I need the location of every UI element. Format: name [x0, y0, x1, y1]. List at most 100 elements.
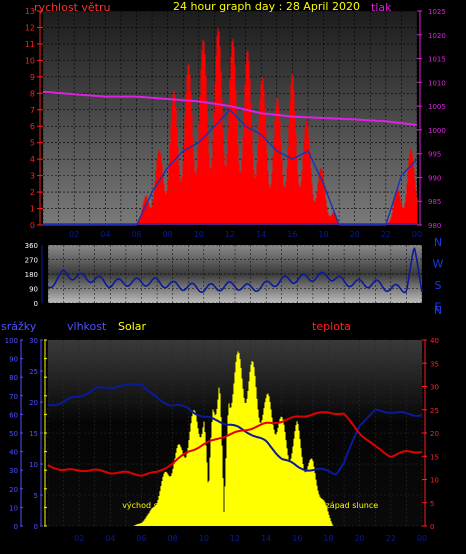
direction-y-tick-label: 360: [25, 242, 38, 250]
top-tick-labels: 02 04 06 08 10 12 14 16 18 20 22 000123456789101112…: [25, 7, 446, 239]
bottom-x-tick-label: 18: [323, 534, 333, 543]
top-panel: 02 04 06 08 10 12 14 16 18 20 22 000123456789101112…: [25, 0, 446, 239]
top-x-tick-label: 00: [412, 230, 422, 239]
wind-y-tick-label: 5: [30, 139, 35, 148]
wind-y-tick-label: 12: [25, 23, 35, 32]
wind-speed-axis-title: rychlost větru: [34, 1, 110, 14]
pressure-y-tick-label: 1025: [428, 8, 446, 16]
top-x-tick-label: 04: [100, 230, 110, 239]
humidity-y-tick-label: 30: [29, 337, 38, 345]
direction-y-tick-label: 270: [25, 257, 38, 265]
top-x-tick-label: 18: [318, 230, 328, 239]
compass-label: E: [435, 301, 442, 314]
pressure-y-tick-label: 1000: [428, 127, 446, 135]
pressure-y-tick-label: 990: [428, 174, 441, 182]
bottom-x-tick-label: 06: [136, 534, 146, 543]
top-x-tick-label: 20: [350, 230, 360, 239]
wind-y-tick-label: 13: [25, 7, 35, 16]
rain-y-tick-label: 100: [5, 337, 18, 345]
wind-y-tick-label: 10: [25, 56, 35, 65]
top-x-tick-label: 02: [69, 230, 79, 239]
wind-y-tick-label: 0: [30, 221, 35, 230]
compass-label: S: [435, 279, 442, 292]
compass-label: N: [434, 304, 442, 317]
temperature-axis-title: teplota: [312, 320, 351, 333]
bottom-x-tick-label: 16: [292, 534, 302, 543]
temperature-y-tick-label: 30: [430, 384, 439, 392]
direction-y-tick-label: 180: [25, 271, 38, 279]
bottom-tick-labels: 02 04 06 08 10 12 14 16 18 20 22 000102030405060708…: [5, 337, 439, 543]
humidity-y-tick-label: 20: [29, 399, 38, 407]
bottom-x-tick-label: 00: [417, 534, 427, 543]
temperature-y-tick-label: 5: [430, 500, 434, 508]
humidity-y-tick-label: 5: [34, 492, 38, 500]
direction-y-tick-label: 0: [34, 300, 38, 308]
bottom-panel: východ slunce západ slunce 02 04 06 08 10 12 14…: [1, 320, 439, 543]
temperature-y-tick-label: 15: [430, 453, 439, 461]
wind-y-tick-label: 6: [30, 122, 35, 131]
wind-y-tick-label: 4: [30, 155, 35, 164]
direction-grid: [47, 244, 423, 304]
pressure-y-tick-label: 1020: [428, 32, 446, 40]
top-x-tick-label: 10: [194, 230, 204, 239]
temperature-y-tick-label: 10: [430, 477, 439, 485]
top-x-tick-label: 06: [131, 230, 141, 239]
bottom-x-tick-label: 20: [355, 534, 365, 543]
bottom-x-tick-label: 12: [230, 534, 240, 543]
sunrise-label: východ slunce: [122, 501, 179, 510]
direction-series: [47, 247, 423, 294]
bottom-x-tick-label: 08: [168, 534, 178, 543]
pressure-y-tick-label: 985: [428, 198, 441, 206]
top-x-tick-label: 08: [163, 230, 173, 239]
pressure-y-tick-label: 1015: [428, 56, 446, 64]
pressure-line: [42, 90, 418, 127]
wind-direction-line: [47, 247, 423, 294]
rain-y-tick-label: 60: [9, 411, 18, 419]
top-x-tick-label: 14: [256, 230, 266, 239]
humidity-line: [47, 382, 423, 476]
pressure-y-tick-label: 1010: [428, 79, 446, 87]
solar-axis-title: Solar: [118, 320, 147, 333]
rain-y-tick-label: 10: [9, 504, 18, 512]
wind-y-tick-label: 3: [30, 172, 35, 181]
wind-y-tick-label: 2: [30, 188, 35, 197]
temperature-y-tick-label: 0: [430, 523, 434, 531]
rain-y-tick-label: 70: [9, 393, 18, 401]
humidity-y-tick-label: 10: [29, 461, 38, 469]
rain-y-tick-label: 40: [9, 449, 18, 457]
bottom-x-tick-label: 10: [199, 534, 209, 543]
rain-y-tick-label: 50: [9, 430, 18, 438]
rain-y-tick-label: 30: [9, 467, 18, 475]
wind-y-tick-label: 9: [30, 73, 35, 82]
wind-y-tick-label: 8: [30, 89, 35, 98]
temperature-y-tick-label: 35: [430, 360, 439, 368]
top-x-tick-label: 12: [225, 230, 235, 239]
temperature-line: [47, 411, 423, 477]
rain-y-tick-label: 90: [9, 356, 18, 364]
temperature-y-tick-label: 25: [430, 407, 439, 415]
sunset-label: západ slunce: [326, 501, 379, 510]
humidity-y-tick-label: 0: [34, 523, 38, 531]
rain-y-tick-label: 80: [9, 374, 18, 382]
bottom-series: východ slunce západ slunce: [47, 351, 423, 526]
bottom-x-tick-label: 14: [261, 534, 271, 543]
rain-y-tick-label: 20: [9, 486, 18, 494]
temperature-y-tick-label: 20: [430, 430, 439, 438]
top-x-tick-label: 16: [287, 230, 297, 239]
top-x-tick-label: 22: [381, 230, 391, 239]
bottom-x-tick-label: 22: [386, 534, 396, 543]
compass-label: N: [434, 236, 442, 249]
pressure-axis-title: tlak: [371, 1, 392, 14]
wind-y-tick-label: 11: [25, 40, 35, 49]
pressure-y-tick-label: 980: [428, 222, 441, 230]
direction-y-tick-label: 90: [29, 286, 38, 294]
pressure-y-tick-label: 1005: [428, 103, 446, 111]
temperature-y-tick-label: 40: [430, 337, 439, 345]
wind-gust-line: [43, 109, 418, 226]
bottom-x-tick-label: 04: [105, 534, 115, 543]
rain-axis-title: srážky: [1, 320, 37, 333]
chart-title: 24 hour graph day : 28 April 2020: [173, 0, 360, 13]
